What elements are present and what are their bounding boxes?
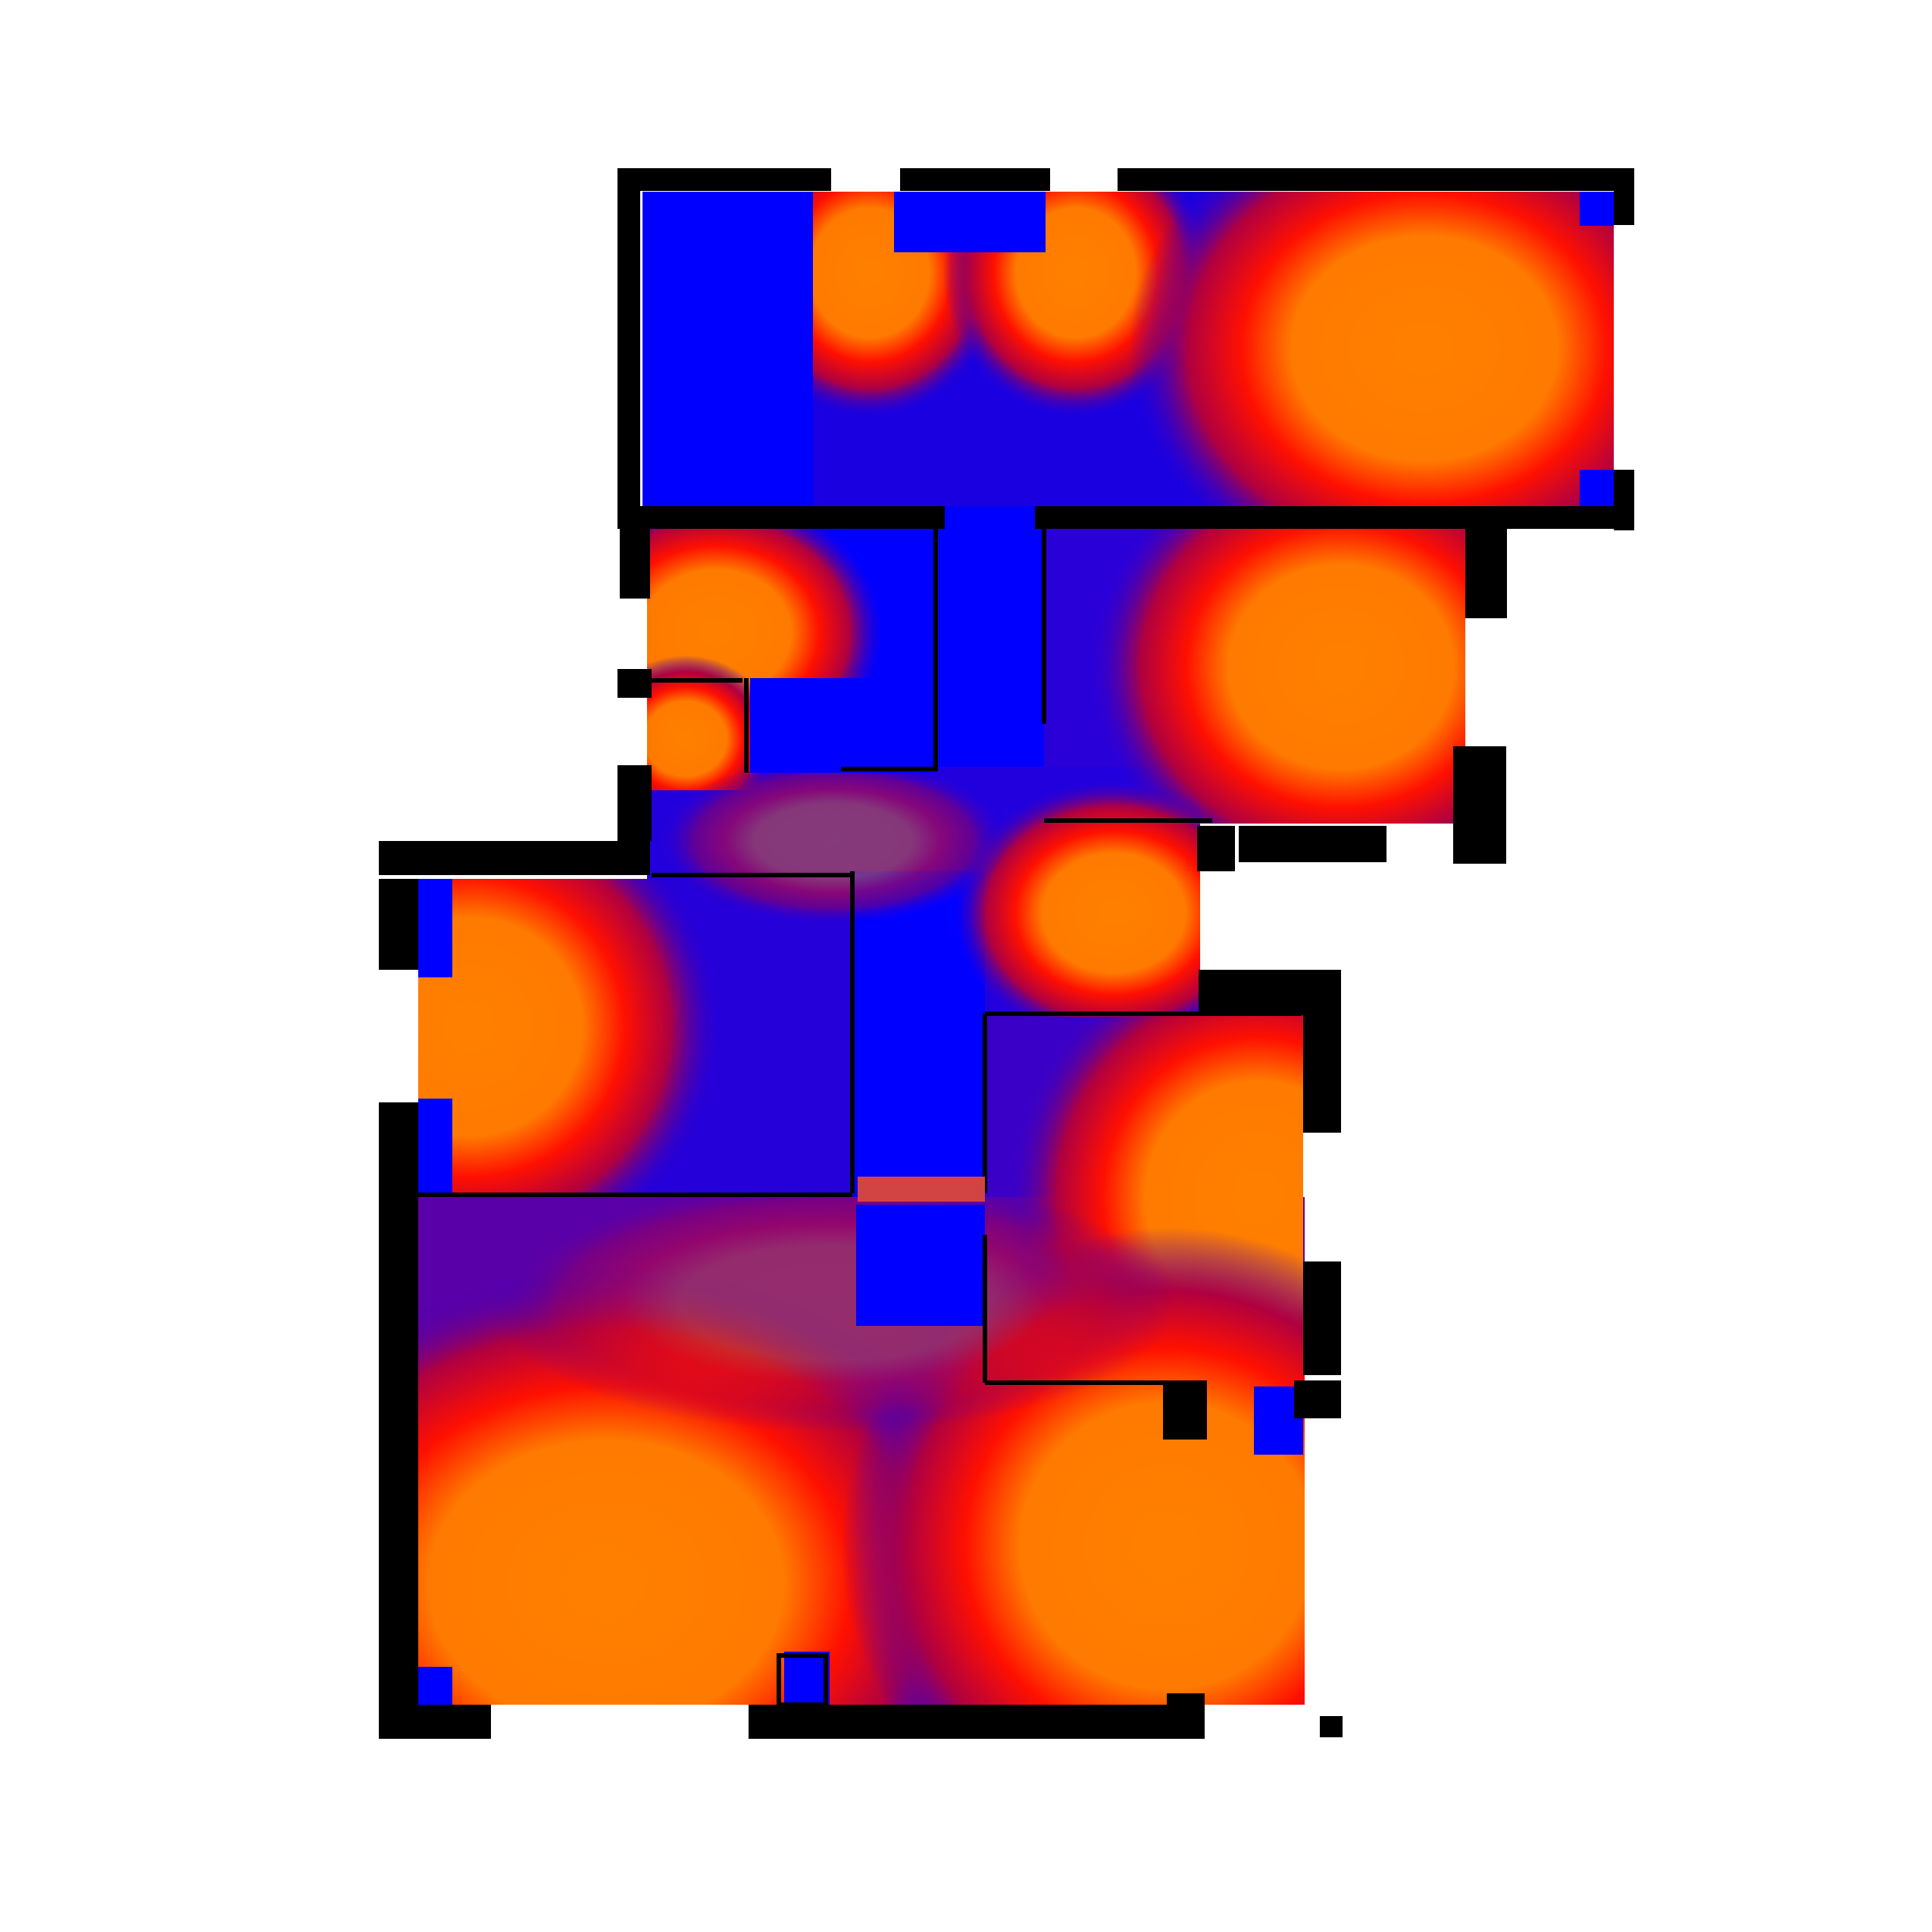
wall bbox=[379, 879, 418, 970]
heat-source bbox=[659, 767, 1008, 924]
wall bbox=[1465, 529, 1507, 618]
wall bbox=[617, 168, 640, 517]
cold-patch bbox=[1580, 192, 1614, 226]
wall bbox=[1303, 1015, 1341, 1133]
wall bbox=[1035, 506, 1633, 529]
wall bbox=[1167, 1693, 1205, 1739]
wall bbox=[617, 765, 652, 841]
wall bbox=[1320, 1716, 1343, 1737]
cold-corners bbox=[418, 192, 1614, 1705]
wall bbox=[1197, 826, 1235, 871]
wall bbox=[379, 841, 650, 875]
wall bbox=[900, 168, 1050, 191]
door-marker bbox=[858, 1177, 985, 1202]
cold-patch bbox=[750, 678, 936, 773]
heat-sources bbox=[418, 192, 1614, 1705]
wall bbox=[749, 1705, 1174, 1739]
heat-source bbox=[1129, 192, 1614, 506]
exterior-walls bbox=[379, 168, 1634, 1739]
heat-source bbox=[418, 879, 720, 1193]
wall bbox=[617, 506, 945, 529]
cold-patch bbox=[936, 506, 1044, 749]
heat-source bbox=[1091, 528, 1465, 824]
heat-source bbox=[955, 780, 1200, 1017]
wall bbox=[1614, 168, 1634, 225]
wall bbox=[617, 669, 652, 698]
wall bbox=[1199, 970, 1341, 1015]
cold-patch bbox=[856, 1205, 985, 1326]
wall bbox=[1118, 168, 1634, 191]
wall bbox=[620, 529, 650, 599]
cold-patch bbox=[418, 1667, 452, 1705]
wall bbox=[1163, 1380, 1207, 1440]
cold-patch bbox=[642, 192, 813, 506]
wall bbox=[1294, 1380, 1341, 1418]
wall bbox=[379, 1705, 491, 1739]
wall bbox=[1239, 826, 1386, 862]
cold-patch bbox=[1580, 470, 1614, 506]
cold-patch bbox=[894, 192, 1046, 252]
cold-patch bbox=[418, 1099, 452, 1193]
cold-patch bbox=[784, 1652, 830, 1705]
wall bbox=[640, 168, 831, 191]
heat-source bbox=[492, 1197, 1174, 1432]
wall bbox=[379, 1102, 418, 1739]
wall bbox=[1453, 746, 1506, 864]
cold-patch bbox=[850, 1015, 985, 1197]
wall bbox=[1303, 1261, 1341, 1375]
cold-patch bbox=[418, 879, 452, 977]
